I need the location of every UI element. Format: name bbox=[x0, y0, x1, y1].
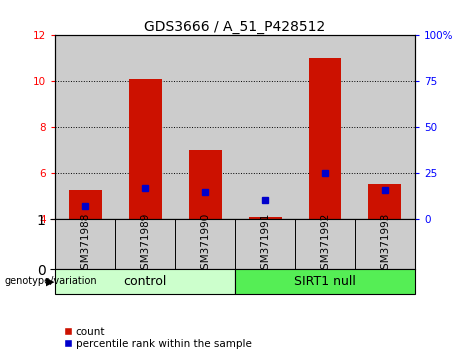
Bar bbox=[248, 217, 282, 219]
Bar bbox=[368, 184, 402, 219]
Bar bbox=[129, 79, 162, 219]
Bar bbox=[308, 58, 342, 219]
Text: GSM371988: GSM371988 bbox=[80, 212, 90, 276]
Title: GDS3666 / A_51_P428512: GDS3666 / A_51_P428512 bbox=[144, 21, 326, 34]
Text: GSM371990: GSM371990 bbox=[200, 213, 210, 276]
Bar bbox=[189, 150, 222, 219]
Text: ▶: ▶ bbox=[46, 276, 54, 286]
Text: genotype/variation: genotype/variation bbox=[5, 276, 97, 286]
Legend: count, percentile rank within the sample: count, percentile rank within the sample bbox=[65, 327, 251, 349]
Text: control: control bbox=[124, 275, 167, 288]
Text: GSM371993: GSM371993 bbox=[380, 212, 390, 276]
Bar bbox=[235, 269, 415, 294]
Text: SIRT1 null: SIRT1 null bbox=[294, 275, 356, 288]
Bar bbox=[55, 269, 235, 294]
Text: GSM371989: GSM371989 bbox=[140, 212, 150, 276]
Text: GSM371992: GSM371992 bbox=[320, 212, 330, 276]
Text: GSM371991: GSM371991 bbox=[260, 212, 270, 276]
Bar bbox=[69, 190, 102, 219]
